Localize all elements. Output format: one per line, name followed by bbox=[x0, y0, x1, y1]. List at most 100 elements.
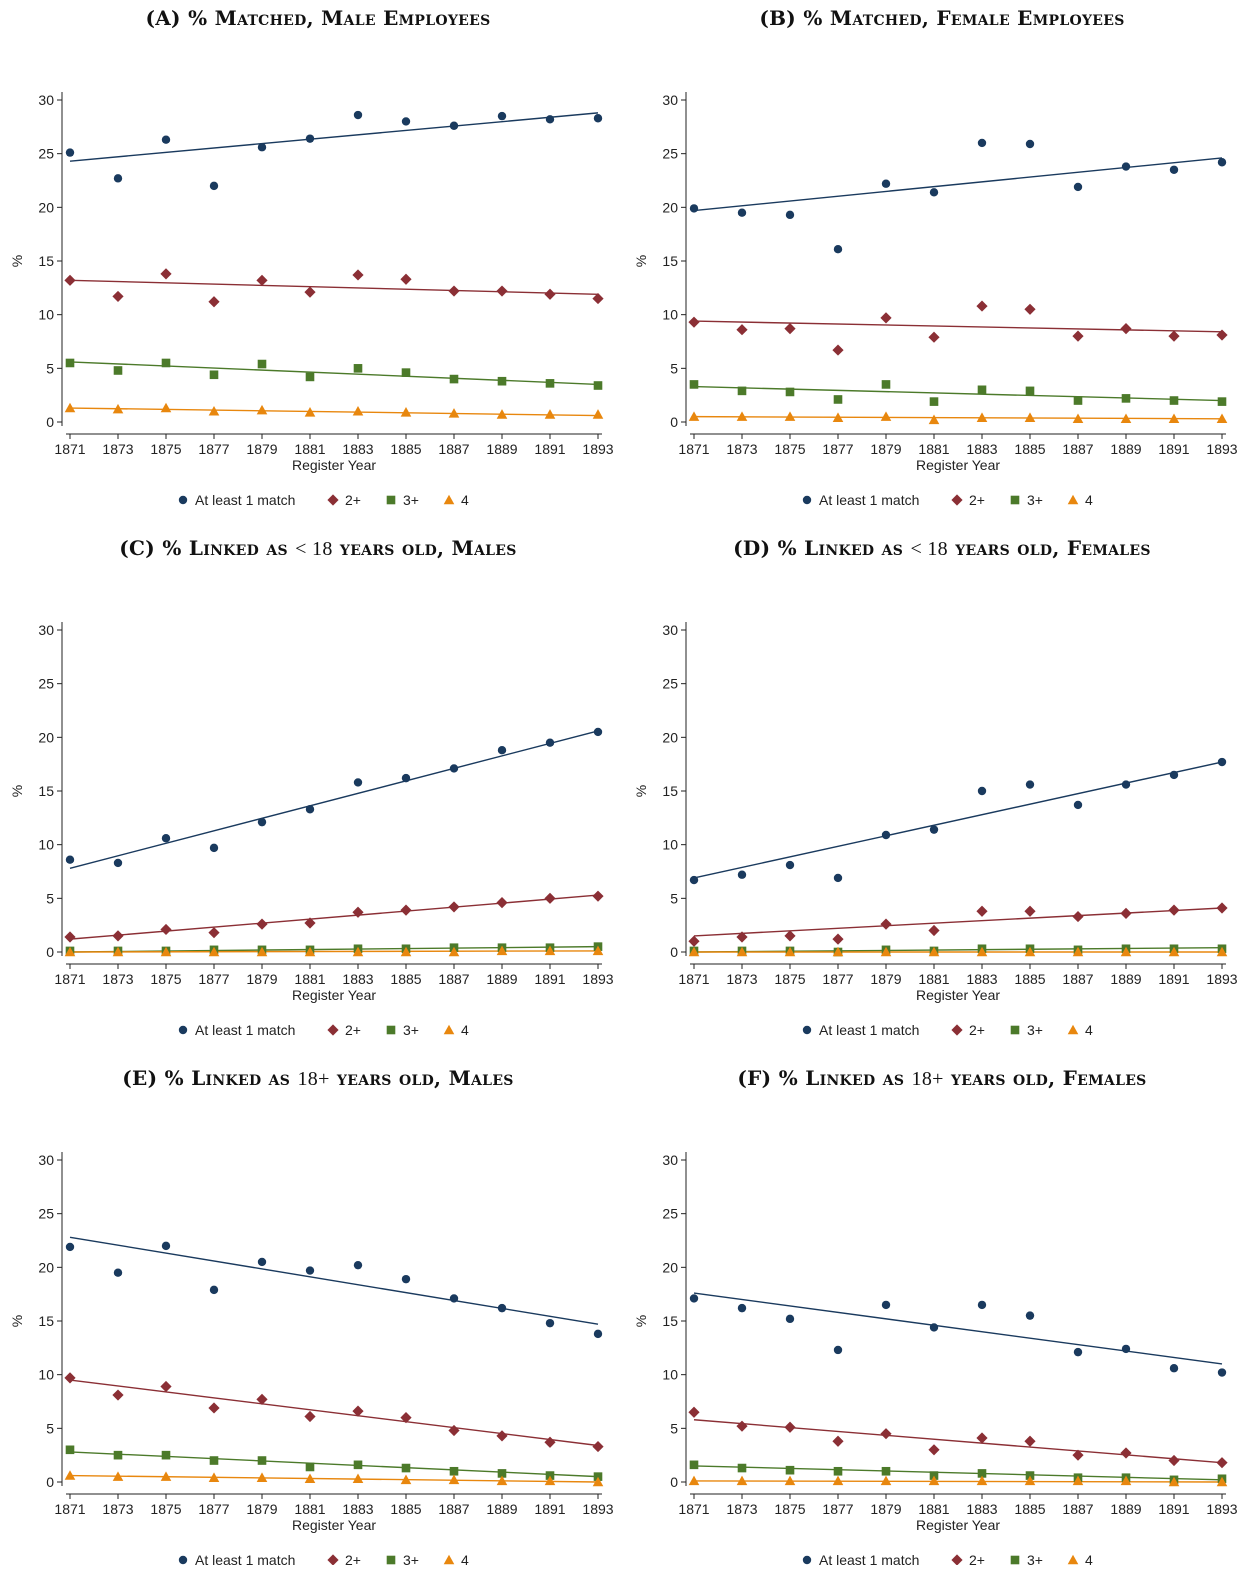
data-point-2plus bbox=[496, 897, 508, 909]
data-point-at-least-1 bbox=[929, 825, 939, 834]
y-tick-label: 20 bbox=[662, 729, 678, 745]
legend-circle-marker bbox=[802, 495, 812, 505]
data-point-4 bbox=[352, 405, 364, 416]
data-point-2plus bbox=[544, 288, 556, 300]
data-point-at-least-1 bbox=[1217, 757, 1227, 767]
data-point-2plus bbox=[208, 1402, 220, 1414]
data-point-3plus bbox=[689, 1460, 699, 1470]
data-point-4 bbox=[1216, 946, 1228, 957]
data-point-3plus bbox=[449, 1466, 459, 1476]
data-point-2plus bbox=[1168, 904, 1180, 916]
chart-d: 0 5 10 15 20 25 30% 1871 1873 1875 1877 1879 1881 188… bbox=[633, 622, 1238, 1038]
x-tick-label: 1887 bbox=[438, 971, 469, 987]
data-point-4 bbox=[112, 1471, 124, 1481]
data-point-4 bbox=[928, 1475, 940, 1486]
x-tick-label: 1889 bbox=[486, 1501, 517, 1517]
fit-line bbox=[693, 385, 1223, 402]
legend-label: 4 bbox=[461, 492, 469, 508]
data-point-2plus bbox=[448, 901, 460, 913]
data-point-2plus bbox=[880, 1428, 892, 1440]
data-point-at-least-1 bbox=[1073, 800, 1083, 810]
fit-line bbox=[693, 907, 1223, 937]
data-point-4 bbox=[544, 1475, 556, 1486]
data-point-3plus bbox=[785, 387, 795, 397]
legend-label: 4 bbox=[1085, 1022, 1093, 1038]
x-tick-label: 1883 bbox=[966, 1501, 997, 1517]
data-point-at-least-1 bbox=[593, 114, 603, 123]
data-point-4 bbox=[1168, 1476, 1180, 1487]
data-point-4 bbox=[64, 402, 76, 413]
data-point-4 bbox=[208, 946, 220, 957]
data-point-at-least-1 bbox=[113, 174, 123, 183]
data-point-4 bbox=[496, 409, 508, 419]
data-point-4 bbox=[64, 946, 76, 957]
data-point-2plus bbox=[400, 904, 412, 916]
legend-square-marker bbox=[1010, 1555, 1020, 1565]
data-point-3plus bbox=[689, 380, 699, 389]
panel-d: (D) % Linked as < 18 years old, Females … bbox=[632, 530, 1247, 1050]
data-point-3plus bbox=[881, 380, 891, 389]
chart-f: 0 5 10 15 20 25 30% 1871 1873 1875 1877 1879 1881 188… bbox=[633, 1152, 1238, 1565]
data-point-at-least-1 bbox=[1073, 182, 1083, 192]
data-point-2plus bbox=[592, 890, 604, 902]
y-axis-label: % bbox=[633, 255, 649, 267]
data-point-at-least-1 bbox=[545, 115, 555, 124]
data-point-at-least-1 bbox=[65, 148, 75, 157]
fit-line bbox=[69, 950, 599, 953]
y-tick-label: 30 bbox=[662, 92, 678, 108]
fit-line bbox=[69, 730, 599, 869]
data-point-2plus bbox=[64, 931, 76, 943]
data-point-2plus bbox=[784, 1421, 796, 1433]
x-tick-label: 1873 bbox=[102, 1501, 133, 1517]
data-point-2plus bbox=[352, 1405, 364, 1417]
y-tick-label: 10 bbox=[662, 307, 678, 323]
legend-triangle-marker bbox=[1067, 1554, 1079, 1565]
data-point-at-least-1 bbox=[161, 834, 171, 843]
title-text-rest: years old, Females bbox=[943, 1066, 1147, 1090]
data-point-2plus bbox=[976, 905, 988, 917]
data-point-at-least-1 bbox=[593, 727, 603, 737]
data-point-4 bbox=[1168, 946, 1180, 957]
data-point-2plus bbox=[160, 268, 172, 280]
data-point-3plus bbox=[209, 370, 219, 380]
data-point-4 bbox=[1168, 413, 1180, 424]
data-point-2plus bbox=[352, 906, 364, 918]
data-point-at-least-1 bbox=[833, 873, 843, 883]
data-point-3plus bbox=[305, 1462, 315, 1472]
data-point-at-least-1 bbox=[785, 210, 795, 220]
data-point-4 bbox=[112, 403, 124, 414]
x-tick-label: 1875 bbox=[150, 1501, 181, 1517]
title-text-rest: years old, Females bbox=[947, 536, 1151, 560]
data-point-at-least-1 bbox=[209, 1285, 219, 1295]
data-point-2plus bbox=[1120, 1447, 1132, 1459]
data-point-4 bbox=[1024, 946, 1036, 957]
data-point-2plus bbox=[928, 331, 940, 343]
data-point-2plus bbox=[256, 918, 268, 930]
y-tick-label: 15 bbox=[662, 783, 678, 799]
y-tick-label: 25 bbox=[662, 1206, 678, 1222]
data-point-2plus bbox=[1072, 910, 1084, 923]
data-point-at-least-1 bbox=[113, 1268, 123, 1277]
data-point-at-least-1 bbox=[209, 181, 219, 191]
data-point-4 bbox=[1072, 1475, 1084, 1486]
x-tick-label: 1873 bbox=[726, 1501, 757, 1517]
data-point-at-least-1 bbox=[257, 817, 267, 827]
panel-title: (C) % Linked as < 18 years old, Males bbox=[8, 536, 628, 561]
x-tick-label: 1885 bbox=[1014, 1501, 1045, 1517]
data-point-2plus bbox=[976, 1432, 988, 1444]
y-tick-label: 0 bbox=[46, 944, 54, 960]
data-point-4 bbox=[1072, 413, 1084, 424]
data-point-4 bbox=[304, 946, 316, 957]
y-tick-label: 15 bbox=[38, 783, 54, 799]
data-point-4 bbox=[448, 408, 460, 418]
data-point-4 bbox=[1072, 946, 1084, 957]
data-point-at-least-1 bbox=[737, 1303, 747, 1313]
data-point-4 bbox=[592, 945, 604, 956]
x-tick-label: 1873 bbox=[102, 971, 133, 987]
legend-triangle-marker bbox=[443, 1024, 455, 1035]
x-tick-label: 1877 bbox=[822, 441, 853, 457]
x-tick-label: 1891 bbox=[1158, 441, 1189, 457]
data-point-4 bbox=[784, 1475, 796, 1486]
data-point-4 bbox=[1024, 1475, 1036, 1486]
data-point-at-least-1 bbox=[1169, 165, 1179, 174]
